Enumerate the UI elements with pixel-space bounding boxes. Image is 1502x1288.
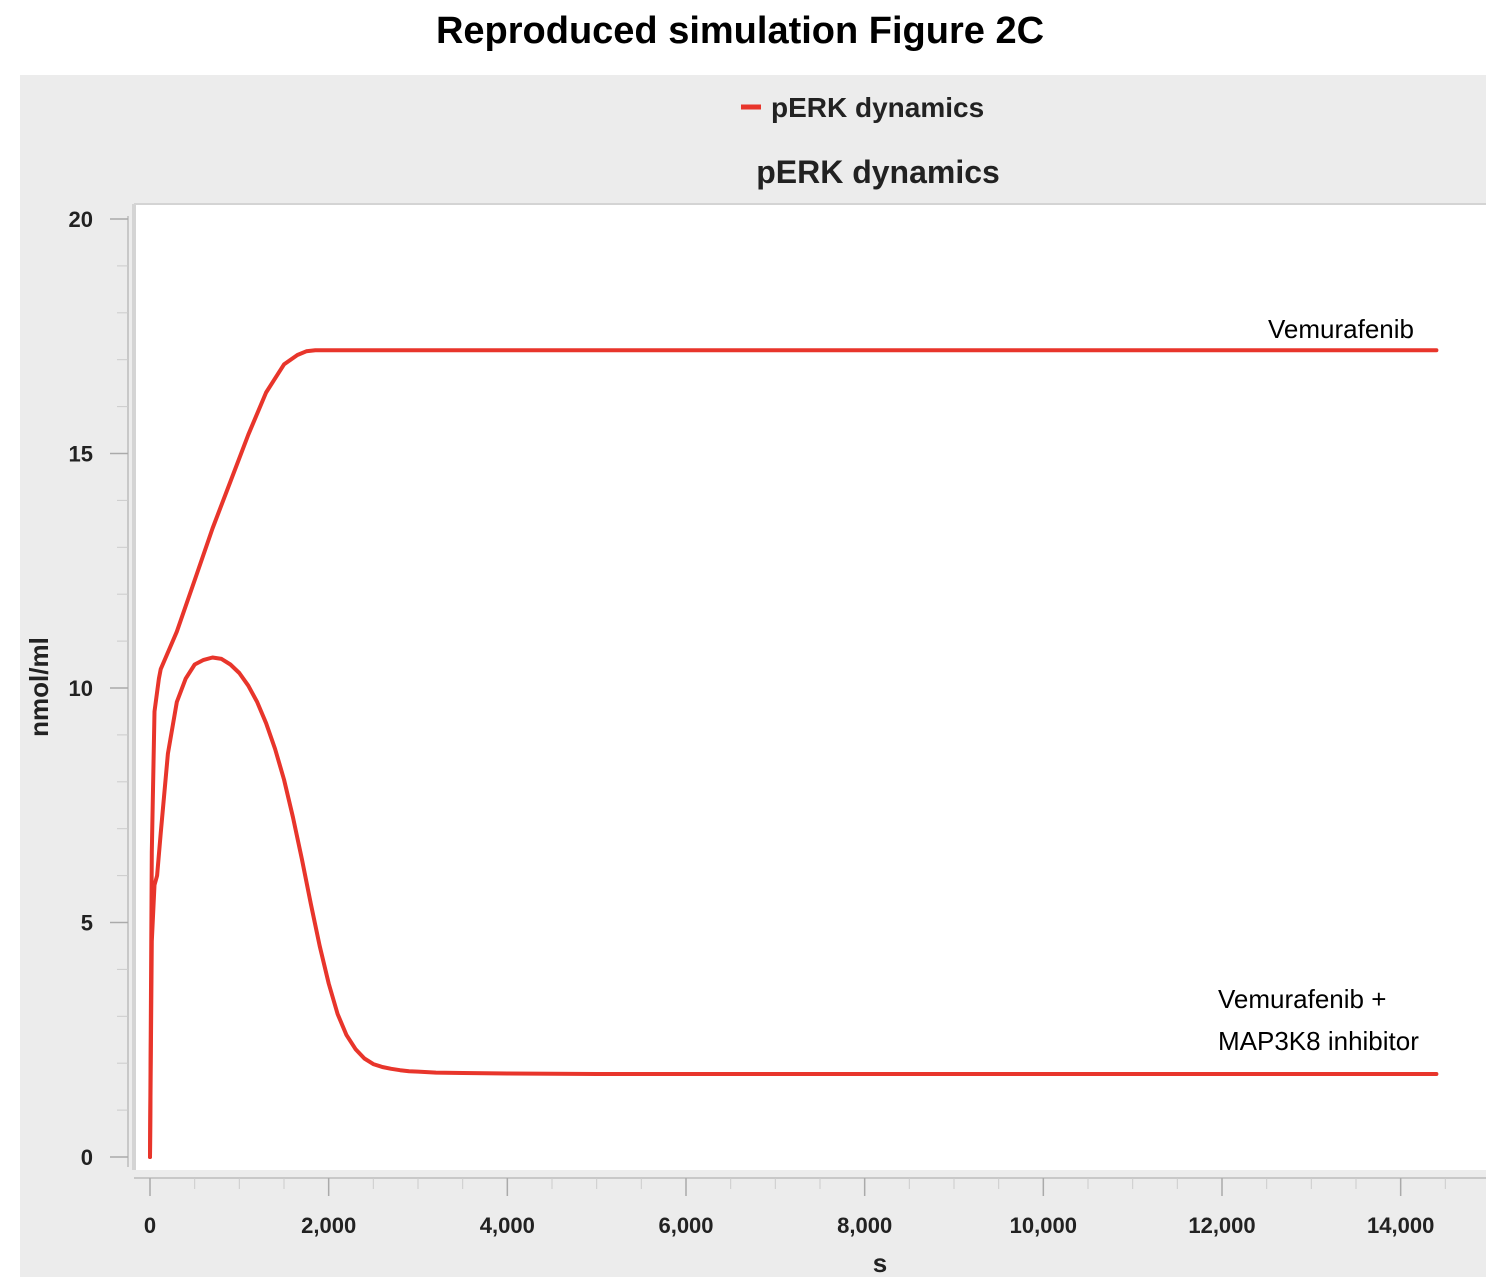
annotation-vemurafenib: Vemurafenib	[1268, 314, 1414, 344]
x-tick-label: 8,000	[837, 1213, 892, 1238]
series-layer	[148, 348, 1439, 1159]
annotation-combo-line1: Vemurafenib +	[1218, 984, 1386, 1014]
x-tick-label: 6,000	[658, 1213, 713, 1238]
y-tick-label: 15	[69, 442, 93, 467]
x-tick-label: 10,000	[1010, 1213, 1077, 1238]
series-line-vemurafenib-map3k8	[148, 655, 1439, 1159]
x-tick-label: 4,000	[480, 1213, 535, 1238]
plot-area	[134, 204, 1486, 1170]
y-tick-label: 10	[69, 676, 93, 701]
plot-title: pERK dynamics	[756, 154, 1000, 190]
x-axis-title: s	[873, 1248, 887, 1278]
x-tick-label: 0	[144, 1213, 156, 1238]
y-axis-ticks: 0 5 10 15 20	[69, 207, 128, 1170]
y-tick-label: 20	[69, 207, 93, 232]
x-tick-label: 2,000	[301, 1213, 356, 1238]
x-tick-label: 12,000	[1188, 1213, 1255, 1238]
x-tick-label: 14,000	[1367, 1213, 1434, 1238]
x-axis-ticks: 0 2,000 4,000 6,000 8,000 10,000 12,000 14,000	[144, 1178, 1446, 1238]
y-tick-label: 0	[81, 1145, 93, 1170]
y-axis-title: nmol/ml	[24, 637, 54, 737]
series-line-vemurafenib	[148, 348, 1439, 1159]
figure-title: Reproduced simulation Figure 2C	[435, 10, 1045, 52]
annotation-combo-line2: MAP3K8 inhibitor	[1218, 1026, 1419, 1056]
y-tick-label: 5	[81, 911, 93, 936]
legend-label: pERK dynamics	[771, 92, 984, 123]
